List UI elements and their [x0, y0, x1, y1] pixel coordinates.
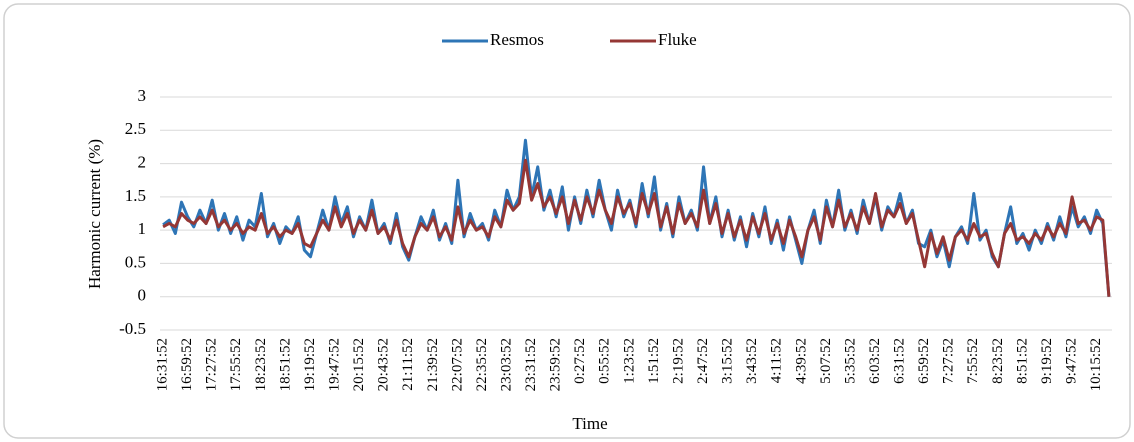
x-tick-label: 5:07:52 — [818, 338, 834, 384]
y-tick-label: 0 — [138, 286, 147, 305]
x-tick-label: 23:03:52 — [498, 338, 514, 391]
x-tick-label: 18:51:52 — [277, 338, 293, 391]
x-tick-label: 9:47:52 — [1064, 338, 1080, 384]
y-axis-label: Harmonic current (%) — [85, 139, 104, 289]
x-tick-label: 6:31:52 — [892, 338, 908, 384]
x-tick-label: 7:27:52 — [941, 338, 957, 384]
y-tick-label: 1.5 — [125, 186, 146, 205]
x-tick-label: 4:39:52 — [793, 338, 809, 384]
x-tick-label: 3:15:52 — [720, 338, 736, 384]
x-tick-label: 16:59:52 — [179, 338, 195, 391]
x-tick-label: 8:23:52 — [990, 338, 1006, 384]
legend-label: Fluke — [658, 30, 697, 49]
x-tick-label: 22:35:52 — [474, 338, 490, 391]
x-tick-label: 1:51:52 — [646, 338, 662, 384]
y-tick-label: 3 — [138, 86, 147, 105]
x-tick-label: 0:55:52 — [597, 338, 613, 384]
x-tick-label: 16:31:52 — [155, 338, 171, 391]
x-tick-label: 0:27:52 — [572, 338, 588, 384]
x-tick-label: 8:51:52 — [1014, 338, 1030, 384]
y-tick-label: 2.5 — [125, 119, 146, 138]
x-tick-label: 10:15:52 — [1088, 338, 1104, 391]
x-tick-label: 19:19:52 — [302, 338, 318, 391]
legend-label: Resmos — [490, 30, 544, 49]
y-tick-label: -0.5 — [119, 319, 146, 338]
x-tick-label: 19:47:52 — [326, 338, 342, 391]
data-line — [162, 158, 1111, 297]
x-tick-label: 1:23:52 — [621, 338, 637, 384]
x-axis-label: Time — [572, 414, 607, 433]
y-tick-label: 0.5 — [125, 252, 146, 271]
y-tick-label: 2 — [138, 152, 147, 171]
x-tick-label: 17:55:52 — [228, 338, 244, 391]
x-tick-label: 3:43:52 — [744, 338, 760, 384]
x-tick-label: 18:23:52 — [253, 338, 269, 391]
x-tick-label: 6:03:52 — [867, 338, 883, 384]
x-tick-label: 20:43:52 — [376, 338, 392, 391]
x-tick-label: 2:47:52 — [695, 338, 711, 384]
x-tick-label: 22:07:52 — [449, 338, 465, 391]
x-tick-label: 6:59:52 — [916, 338, 932, 384]
x-tick-label: 5:35:52 — [842, 338, 858, 384]
x-tick-label: 9:19:52 — [1039, 338, 1055, 384]
x-tick-label: 23:31:52 — [523, 338, 539, 391]
x-tick-label: 2:19:52 — [670, 338, 686, 384]
x-tick-label: 21:39:52 — [425, 338, 441, 391]
x-tick-label: 7:55:52 — [965, 338, 981, 384]
x-tick-label: 4:11:52 — [769, 338, 785, 383]
x-tick-label: 17:27:52 — [204, 338, 220, 391]
y-tick-label: 1 — [138, 219, 147, 238]
x-tick-label: 21:11:52 — [400, 338, 416, 391]
x-tick-label: 20:15:52 — [351, 338, 367, 391]
x-tick-label: 23:59:52 — [548, 338, 564, 391]
